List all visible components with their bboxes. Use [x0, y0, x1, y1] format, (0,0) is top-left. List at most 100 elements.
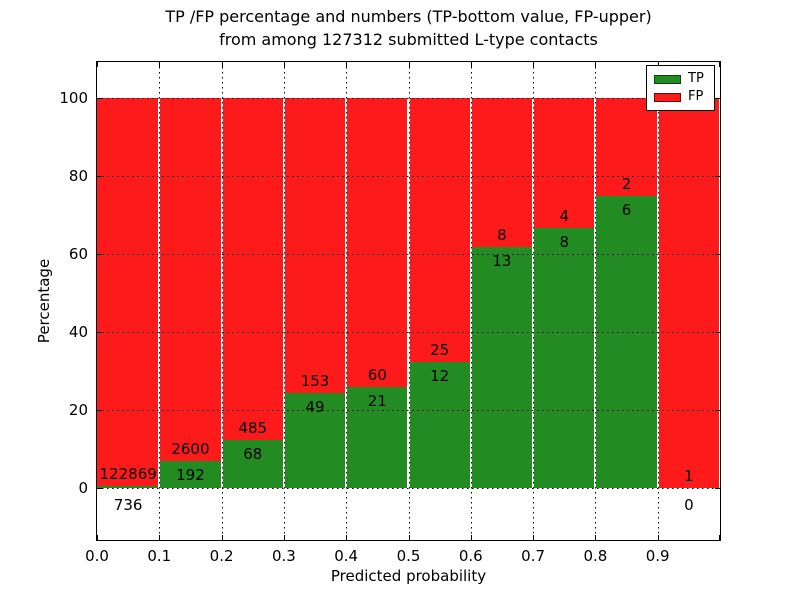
y-axis-tick	[97, 410, 102, 411]
gridline-vertical	[221, 62, 223, 540]
gridline-vertical	[408, 62, 410, 540]
x-axis-tick	[719, 62, 720, 67]
x-tick-label: 0.5	[396, 547, 421, 565]
x-axis-tick	[408, 535, 410, 540]
fp-bar-segment	[160, 98, 221, 462]
fp-count-label: 60	[367, 365, 387, 384]
x-axis-tick	[346, 535, 348, 540]
x-axis-tick	[533, 62, 535, 67]
fp-bar-segment	[658, 98, 719, 488]
tp-bar-segment	[284, 393, 346, 488]
tp-bar-segment	[160, 461, 221, 488]
tp-count-label: 736	[113, 496, 143, 514]
y-axis-tick	[715, 176, 720, 177]
y-axis-tick	[97, 332, 102, 333]
x-axis-tick	[719, 535, 720, 540]
y-tick-label: 20	[68, 401, 88, 419]
x-axis-tick	[533, 535, 535, 540]
y-axis-tick	[715, 254, 720, 255]
fp-bar-segment	[471, 98, 533, 247]
x-axis-tick	[595, 535, 597, 540]
fp-count-label: 2	[621, 174, 632, 193]
y-axis-tick	[715, 98, 720, 99]
x-tick-label: 0.1	[147, 547, 172, 565]
y-tick-label: 40	[68, 323, 88, 341]
chart-title-line1: TP /FP percentage and numbers (TP-bottom…	[165, 7, 652, 26]
fp-bar-segment	[534, 98, 595, 228]
legend-item-tp: TP	[647, 72, 714, 86]
y-axis-tick	[97, 488, 102, 489]
tp-bar-segment	[534, 227, 595, 488]
fp-count-label: 4	[559, 206, 570, 225]
legend: TP FP	[646, 65, 715, 111]
x-axis-tick	[97, 535, 98, 540]
y-tick-label: 60	[68, 245, 88, 263]
tp-count-label: 192	[176, 466, 205, 485]
fp-count-label: 153	[300, 372, 330, 391]
fp-bar-segment	[97, 98, 159, 486]
x-axis-tick	[657, 535, 659, 540]
fp-count-label: 485	[238, 419, 268, 438]
fp-bar-segment	[409, 98, 470, 362]
fp-count-label: 1	[684, 467, 694, 485]
x-axis-tick	[283, 535, 285, 540]
x-tick-label: 0.0	[85, 547, 109, 565]
x-axis-tick	[657, 62, 659, 67]
x-tick-label: 0.8	[583, 547, 608, 565]
tp-bar-segment	[347, 386, 408, 488]
plot-area: TP FP 122869 736 2600 192 485 68 153 49 60 21 25 12…	[96, 61, 721, 541]
y-tick-label: 0	[78, 479, 88, 497]
x-axis-tick	[595, 62, 597, 67]
tp-legend-label: TP	[688, 71, 704, 86]
x-axis-tick	[221, 62, 223, 67]
fp-bar-segment	[596, 98, 657, 196]
x-tick-label: 0.3	[271, 547, 296, 565]
gridline-vertical	[346, 62, 348, 540]
y-axis-tick	[715, 332, 720, 333]
x-axis-tick	[159, 535, 161, 540]
x-tick-label: 0.9	[645, 547, 670, 565]
fp-count-label: 122869	[99, 464, 157, 483]
gridline-vertical	[657, 62, 659, 540]
y-axis-tick	[97, 254, 102, 255]
x-axis-tick	[97, 62, 98, 67]
tp-count-label: 8	[559, 232, 570, 251]
x-axis-tick	[408, 62, 410, 67]
tp-count-label: 68	[243, 445, 263, 464]
y-axis-tick	[97, 176, 102, 177]
fp-legend-swatch	[654, 92, 681, 102]
tp-count-label: 21	[367, 391, 387, 410]
tp-count-label: 0	[684, 496, 694, 514]
tp-bar-segment	[471, 246, 533, 488]
fp-bar-segment	[284, 98, 346, 394]
x-axis-tick	[470, 535, 472, 540]
chart-title-line2: from among 127312 submitted L-type conta…	[219, 30, 598, 49]
y-tick-label: 80	[68, 167, 88, 185]
gridline-vertical	[159, 62, 161, 540]
legend-item-fp: FP	[647, 90, 714, 104]
tp-bar-segment	[596, 195, 657, 488]
fp-count-label: 2600	[171, 440, 210, 459]
tp-count-label: 6	[621, 200, 632, 219]
tp-bar-segment	[97, 485, 159, 488]
tp-bar-segment	[222, 440, 283, 488]
chart-title: TP /FP percentage and numbers (TP-bottom…	[97, 5, 720, 51]
gridline-vertical	[470, 62, 472, 540]
fp-bar-segment	[222, 98, 283, 441]
x-axis-tick	[470, 62, 472, 67]
gridline-vertical	[595, 62, 597, 540]
gridline-vertical	[533, 62, 535, 540]
x-tick-label: 0.4	[334, 547, 359, 565]
tp-count-label: 12	[430, 366, 450, 385]
x-axis-tick	[346, 62, 348, 67]
fp-legend-label: FP	[688, 89, 704, 104]
tp-bar-segment	[409, 361, 470, 488]
x-tick-label: 0.2	[209, 547, 234, 565]
y-axis-tick	[715, 488, 720, 489]
fp-bar-segment	[347, 98, 408, 387]
tp-count-label: 49	[305, 398, 325, 417]
fp-count-label: 25	[430, 340, 450, 359]
fp-count-label: 8	[497, 225, 507, 244]
tp-legend-swatch	[654, 74, 681, 84]
